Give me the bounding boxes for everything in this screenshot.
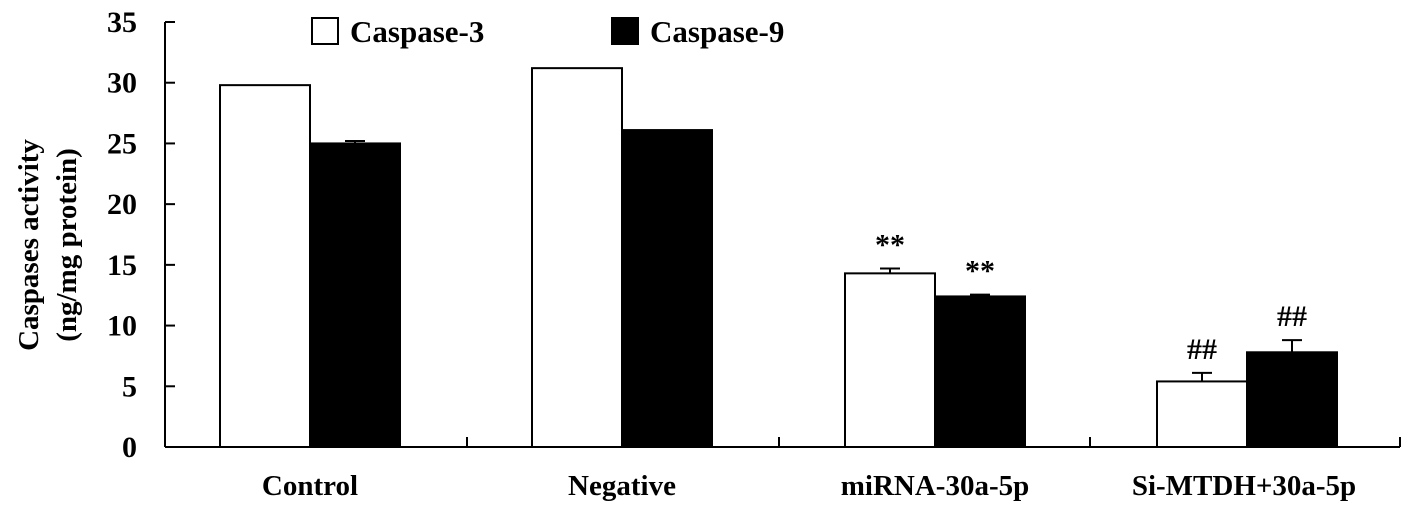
- significance-annotation: **: [875, 229, 905, 262]
- significance-annotation: ##: [1187, 333, 1217, 366]
- y-tick-label: 15: [107, 249, 137, 282]
- bar-caspase-3: [844, 272, 936, 448]
- y-tick-label: 10: [107, 310, 137, 343]
- legend-label: Caspase-9: [650, 14, 784, 49]
- bars: ** ## ** ##: [219, 67, 1338, 449]
- bar-caspase-9: [934, 295, 1026, 448]
- bar-caspase-9: [621, 129, 713, 448]
- legend-swatch-caspase-3: [311, 17, 339, 45]
- legend-swatch-caspase-9: [611, 17, 639, 45]
- bar-caspase-3: [219, 84, 311, 449]
- bar-caspase-9: [1246, 351, 1338, 448]
- y-axis-label-line: (ng/mg protein): [51, 148, 83, 342]
- y-axis-label: Caspases activity (ng/mg protein): [13, 139, 83, 351]
- y-tick-label: 30: [107, 67, 137, 100]
- significance-annotation: ##: [1277, 300, 1307, 333]
- axes: 0 5 10 15 20 25 30 35 Control Negative miRNA-30a-5…: [107, 6, 1401, 502]
- bar-caspase-3: [531, 67, 623, 449]
- legend: Caspase-3 Caspase-9: [311, 14, 784, 49]
- bar-caspase-9: [309, 142, 401, 449]
- category-label: Negative: [568, 470, 676, 502]
- legend-label: Caspase-3: [350, 14, 484, 49]
- category-label: Si-MTDH+30a-5p: [1132, 470, 1356, 502]
- y-tick-label: 0: [122, 431, 137, 464]
- y-tick-label: 25: [107, 127, 137, 160]
- y-tick-label: 35: [107, 6, 137, 39]
- category-label: miRNA-30a-5p: [841, 470, 1030, 502]
- significance-annotation: **: [965, 255, 995, 288]
- y-axis-label-line: Caspases activity: [13, 139, 45, 351]
- y-tick-label: 5: [122, 370, 137, 403]
- bar-caspase-3: [1156, 380, 1248, 448]
- y-tick-label: 20: [107, 188, 137, 221]
- category-label: Control: [262, 470, 358, 502]
